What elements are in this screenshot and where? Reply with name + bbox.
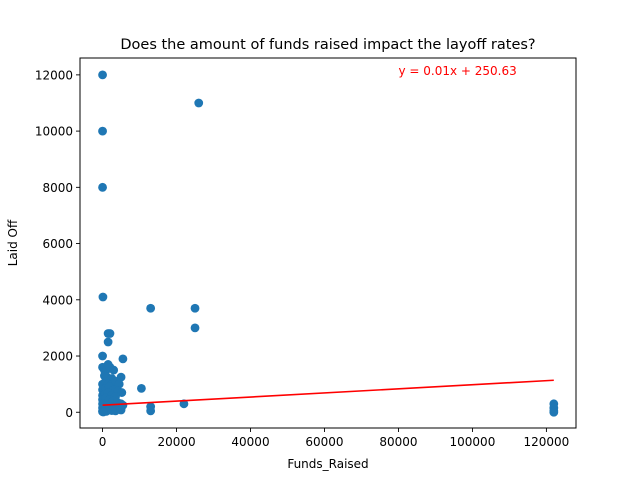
points-layer — [98, 70, 559, 417]
data-point — [103, 337, 113, 347]
plot-frame — [79, 57, 577, 429]
x-tick-label: 0 — [99, 435, 107, 449]
data-point — [98, 126, 107, 136]
y-axis-label: Laid Off — [6, 219, 20, 266]
data-point — [194, 98, 204, 108]
y-tick-label: 4000 — [42, 293, 73, 307]
data-point — [116, 405, 126, 415]
data-point — [146, 303, 156, 313]
x-tick-label: 100000 — [450, 435, 496, 449]
regression-line — [102, 379, 554, 407]
data-point — [105, 329, 115, 338]
x-tick-label: 120000 — [524, 435, 570, 449]
x-axis-ticks: 0 20000 40000 60000 80000 100000 120000 — [99, 428, 570, 449]
y-tick-label: 12000 — [35, 68, 73, 82]
data-point — [98, 351, 107, 361]
x-tick-label: 80000 — [379, 435, 417, 449]
data-point — [117, 388, 127, 397]
y-tick-label: 10000 — [35, 125, 73, 139]
data-point — [137, 383, 146, 393]
data-point — [146, 406, 156, 416]
regression-line-layer — [102, 379, 554, 407]
data-point — [98, 70, 107, 80]
x-tick-label: 20000 — [157, 435, 195, 449]
data-point — [98, 407, 108, 417]
x-tick-label: 40000 — [231, 435, 269, 449]
data-point — [118, 354, 128, 364]
chart-title: Does the amount of funds raised impact t… — [120, 37, 535, 53]
y-tick-label: 8000 — [42, 181, 73, 195]
x-axis-label: Funds_Raised — [287, 457, 368, 471]
data-point — [98, 182, 107, 192]
data-point — [190, 303, 200, 313]
y-tick-label: 6000 — [42, 237, 73, 251]
regression-equation-label: y = 0.01x + 250.63 — [398, 64, 516, 78]
y-axis-ticks: 0 2000 4000 6000 8000 10000 12000 — [35, 68, 80, 420]
y-tick-label: 2000 — [42, 350, 73, 364]
data-point — [190, 323, 200, 333]
data-point — [109, 365, 119, 375]
data-point — [98, 292, 108, 302]
x-tick-label: 60000 — [305, 435, 343, 449]
data-point — [549, 407, 559, 417]
y-tick-label: 0 — [65, 406, 73, 420]
data-point — [114, 379, 124, 389]
